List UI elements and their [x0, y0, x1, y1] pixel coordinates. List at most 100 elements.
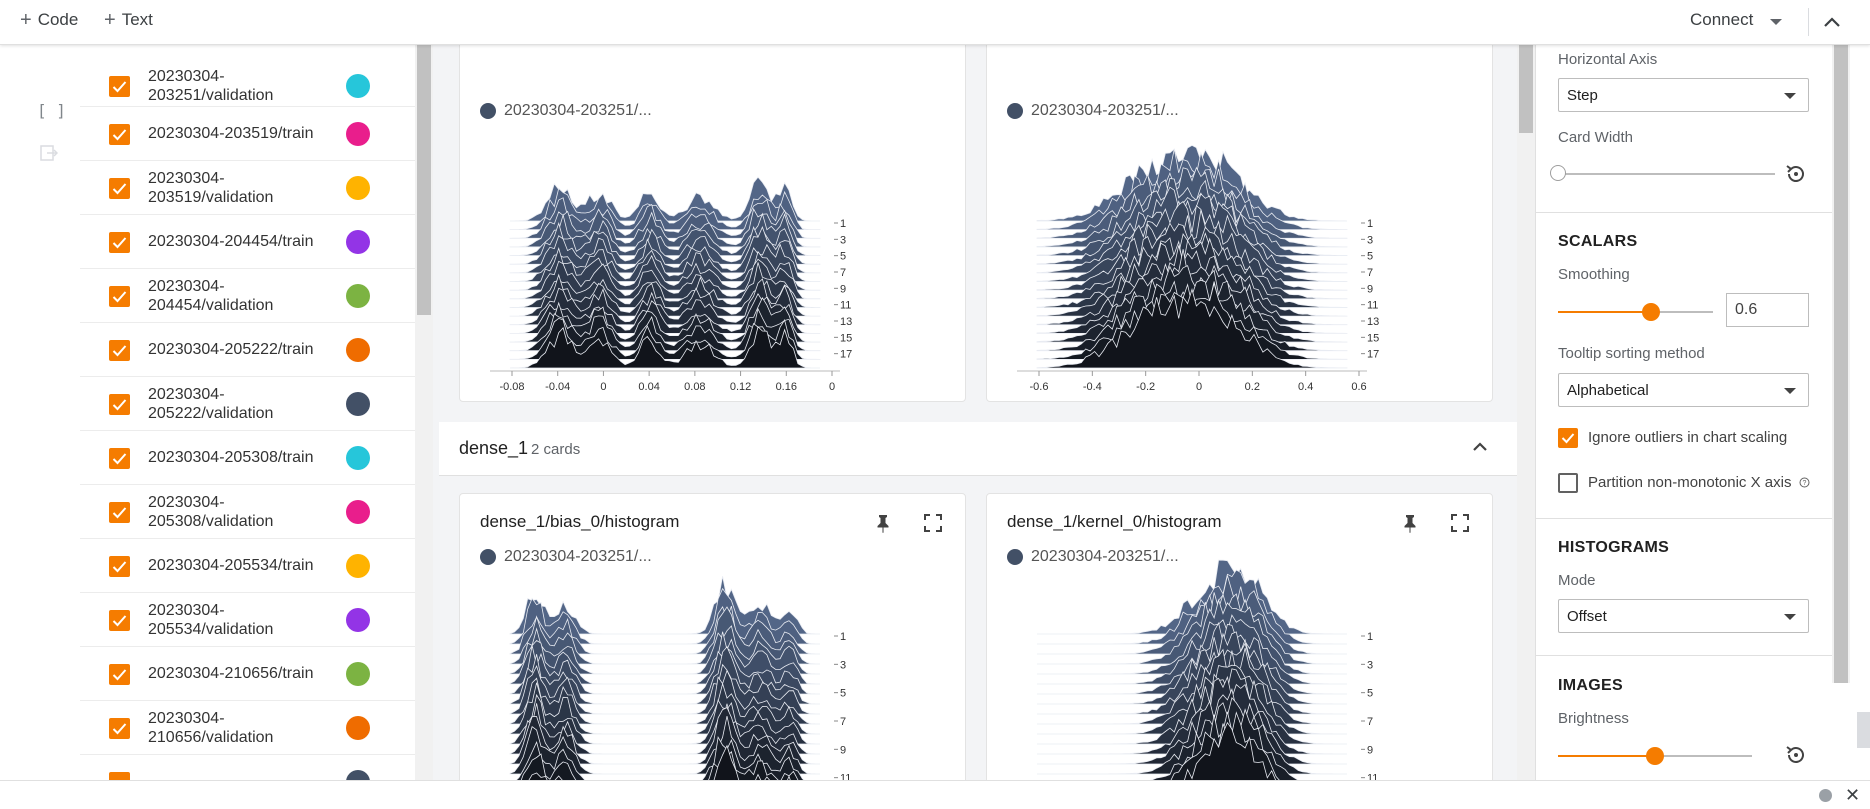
run-checkbox[interactable] — [109, 610, 130, 631]
settings-scrollbar-thumb[interactable] — [1834, 45, 1848, 683]
reset-icon[interactable] — [1783, 742, 1809, 768]
smoothing-slider-knob[interactable] — [1642, 303, 1660, 321]
outer-scrollbar-thumb[interactable] — [1857, 712, 1870, 748]
reset-icon[interactable] — [1783, 161, 1809, 187]
card-run-text: 20230304-203251/... — [1031, 548, 1179, 565]
run-checkbox[interactable] — [109, 664, 130, 685]
smoothing-input[interactable]: 0.6 — [1726, 293, 1809, 327]
x-tick-label: -0.04 — [545, 381, 570, 393]
run-checkbox[interactable] — [109, 76, 130, 97]
cell-gutter: [ ] — [0, 45, 80, 780]
run-row[interactable]: 20230304-203519/train — [80, 107, 415, 161]
run-color-swatch[interactable] — [346, 608, 370, 632]
run-color-swatch[interactable] — [346, 770, 370, 780]
run-checkbox[interactable] — [109, 232, 130, 253]
run-row[interactable]: 20230304-205534/train — [80, 539, 415, 593]
pin-icon[interactable] — [1399, 512, 1421, 534]
run-color-swatch[interactable] — [346, 716, 370, 740]
connect-dropdown-icon[interactable] — [1770, 19, 1782, 25]
run-color-swatch[interactable] — [346, 446, 370, 470]
histogram-card: 20230304-203251/... 1 3 5 7 9 11 13 15 17 -0.08 -0… — [459, 45, 966, 402]
run-label: 20230304-205308/validation — [148, 494, 274, 530]
run-row[interactable]: 20230304-210656/train — [80, 647, 415, 701]
runs-scrollbar-thumb[interactable] — [417, 45, 431, 315]
run-color-swatch[interactable] — [346, 392, 370, 416]
run-row-partial[interactable] — [80, 755, 415, 780]
pin-icon[interactable] — [872, 512, 894, 534]
group-collapse-chevron-icon[interactable] — [1469, 438, 1491, 456]
histogram-plot[interactable]: 1 3 5 7 9 11 — [987, 494, 1492, 780]
ignore-outliers-checkbox[interactable] — [1558, 428, 1578, 448]
output-exit-icon[interactable] — [40, 145, 58, 161]
brightness-slider-knob[interactable] — [1646, 747, 1664, 765]
runs-scrollbar[interactable] — [415, 45, 433, 780]
run-row[interactable]: 20230304-205222/train — [80, 323, 415, 377]
fullscreen-icon[interactable] — [922, 512, 944, 534]
run-checkbox[interactable] — [109, 502, 130, 523]
connect-button[interactable]: Connect — [1690, 10, 1754, 29]
run-checkbox[interactable] — [109, 772, 130, 780]
run-checkbox[interactable] — [109, 340, 130, 361]
run-row[interactable]: 20230304-204454/validation — [80, 269, 415, 323]
add-text-button[interactable]: + Text — [104, 10, 153, 30]
histogram-card: dense_1/kernel_0/histogram 20230304-2032… — [986, 493, 1493, 780]
run-row[interactable]: 20230304-203251/validation — [80, 45, 415, 107]
run-row[interactable]: 20230304-204454/train — [80, 215, 415, 269]
help-icon[interactable]: ? — [1799, 477, 1810, 488]
add-code-button[interactable]: + Code — [20, 10, 78, 30]
tooltip-sorting-select[interactable]: Alphabetical — [1558, 373, 1809, 407]
card-width-slider-knob[interactable] — [1550, 165, 1566, 181]
horizontal-axis-select[interactable]: Step — [1558, 78, 1809, 112]
run-label: 20230304-203251/validation — [148, 68, 274, 104]
card-run-label: 20230304-203251/... — [1007, 102, 1179, 120]
x-tick-label: 0.08 — [684, 381, 705, 393]
run-row[interactable]: 20230304-210656/validation — [80, 701, 415, 755]
run-color-swatch[interactable] — [346, 122, 370, 146]
card-width-slider-track[interactable] — [1558, 173, 1775, 175]
run-row[interactable]: 20230304-205308/train — [80, 431, 415, 485]
run-row[interactable]: 20230304-205534/validation — [80, 593, 415, 647]
run-checkbox[interactable] — [109, 448, 130, 469]
dropdown-arrow-icon — [1784, 388, 1796, 394]
run-checkbox[interactable] — [109, 394, 130, 415]
y-tick-label: 9 — [1367, 744, 1373, 756]
run-color-swatch[interactable] — [346, 554, 370, 578]
run-label: 20230304-204454/train — [148, 233, 314, 250]
cards-scrollbar[interactable] — [1517, 45, 1535, 780]
run-color-swatch[interactable] — [346, 338, 370, 362]
group-header-dense-1[interactable]: dense_1 2 cards — [439, 422, 1517, 476]
y-tick-label: 11 — [1367, 300, 1378, 312]
horizontal-axis-value: Step — [1567, 87, 1598, 104]
cards-scrollbar-thumb[interactable] — [1519, 45, 1533, 133]
partition-x-axis-checkbox[interactable] — [1558, 473, 1578, 493]
histogram-plot[interactable]: 1 3 5 7 9 11 — [460, 494, 965, 780]
run-checkbox[interactable] — [109, 178, 130, 199]
run-row[interactable]: 20230304-205308/validation — [80, 485, 415, 539]
histogram-mode-select[interactable]: Offset — [1558, 599, 1809, 633]
run-color-swatch[interactable] — [346, 284, 370, 308]
histogram-card: 20230304-203251/... 1 3 5 7 9 11 13 15 17 -0.6 -0.… — [986, 45, 1493, 402]
status-bar: ✕ — [0, 780, 1870, 809]
cards-area: 20230304-203251/... 1 3 5 7 9 11 13 15 17 -0.08 -0… — [433, 45, 1517, 780]
run-row[interactable]: 20230304-205222/validation — [80, 377, 415, 431]
fullscreen-icon[interactable] — [1449, 512, 1471, 534]
run-color-swatch[interactable] — [346, 662, 370, 686]
y-tick-label: 3 — [1367, 234, 1373, 246]
run-row[interactable]: 20230304-203519/validation — [80, 161, 415, 215]
x-tick-label: 0.4 — [1298, 381, 1313, 393]
run-color-swatch[interactable] — [346, 500, 370, 524]
run-checkbox[interactable] — [109, 286, 130, 307]
close-icon[interactable]: ✕ — [1845, 785, 1861, 805]
run-color-swatch[interactable] — [346, 74, 370, 98]
run-checkbox[interactable] — [109, 556, 130, 577]
run-color-dot — [1007, 549, 1023, 565]
run-checkbox[interactable] — [109, 718, 130, 739]
cell-run-brackets-icon[interactable]: [ ] — [37, 101, 66, 120]
run-checkbox[interactable] — [109, 124, 130, 145]
collapse-chevron-up-icon[interactable] — [1820, 12, 1844, 32]
run-color-swatch[interactable] — [346, 230, 370, 254]
run-color-swatch[interactable] — [346, 176, 370, 200]
run-label: 20230304-205222/validation — [148, 386, 274, 422]
